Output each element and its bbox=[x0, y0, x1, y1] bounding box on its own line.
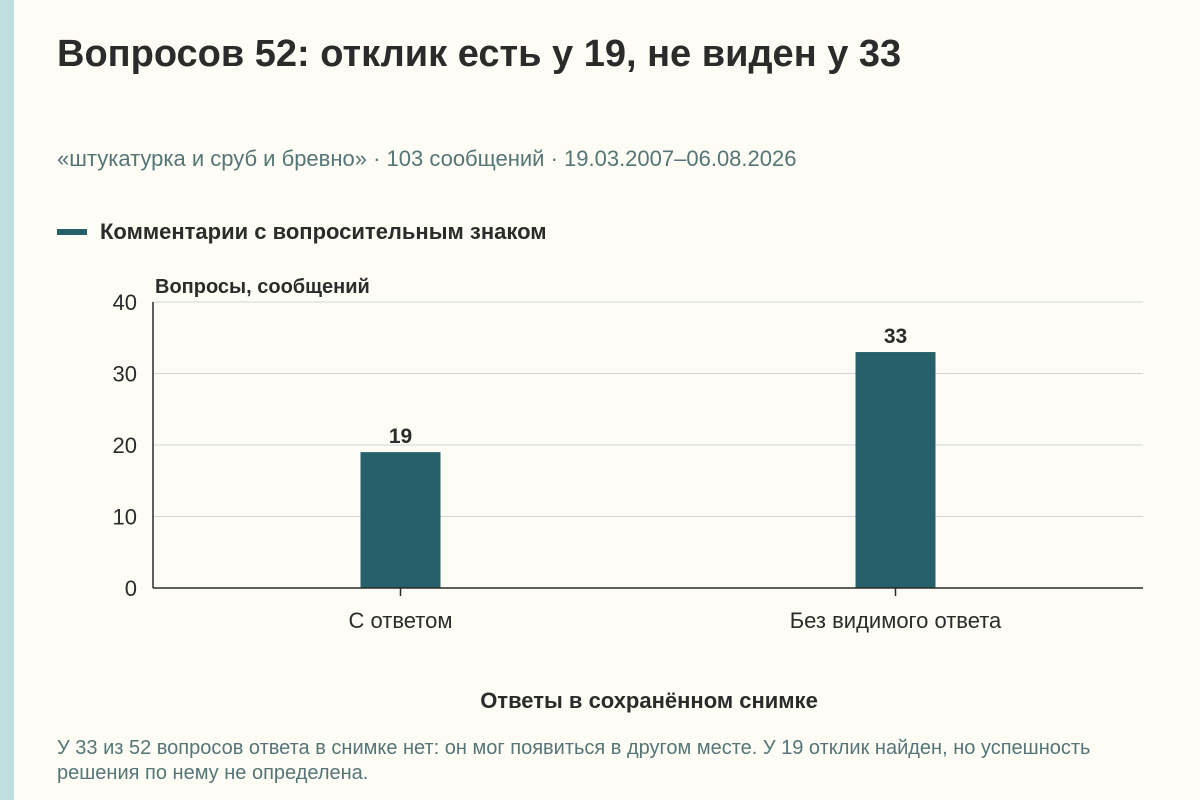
x-axis: С ответом Без видимого ответа bbox=[153, 587, 1143, 633]
bar-value-label: 33 bbox=[884, 325, 907, 348]
legend-swatch bbox=[57, 229, 87, 235]
gridlines bbox=[153, 301, 1143, 517]
bar bbox=[855, 352, 936, 588]
x-tick-label: С ответом bbox=[349, 608, 453, 633]
legend: Комментарии с вопросительным знаком bbox=[57, 218, 547, 246]
chart-footnote: У 33 из 52 вопросов ответа в снимке нет:… bbox=[57, 737, 1091, 784]
y-tick-label: 40 bbox=[113, 290, 137, 315]
bar-value-label: 19 bbox=[389, 425, 412, 448]
x-axis-title: Ответы в сохранённом снимке bbox=[480, 688, 818, 713]
y-tick-label: 10 bbox=[113, 505, 137, 530]
chart-subtitle: «штукатурка и сруб и бревно» · 103 сообщ… bbox=[57, 146, 797, 171]
y-tick-label: 20 bbox=[113, 433, 137, 458]
legend-label: Комментарии с вопросительным знаком bbox=[100, 219, 547, 244]
y-axis: 0 10 20 30 40 bbox=[113, 290, 154, 601]
x-tick-label: Без видимого ответа bbox=[790, 608, 1002, 633]
y-axis-title: Вопросы, сообщений bbox=[155, 276, 370, 298]
accent-strip bbox=[0, 0, 14, 800]
chart-title: Вопросов 52: отклик есть у 19, не виден … bbox=[57, 33, 902, 75]
y-tick-label: 0 bbox=[125, 576, 137, 601]
y-tick-label: 30 bbox=[113, 362, 137, 387]
bar bbox=[360, 452, 441, 588]
